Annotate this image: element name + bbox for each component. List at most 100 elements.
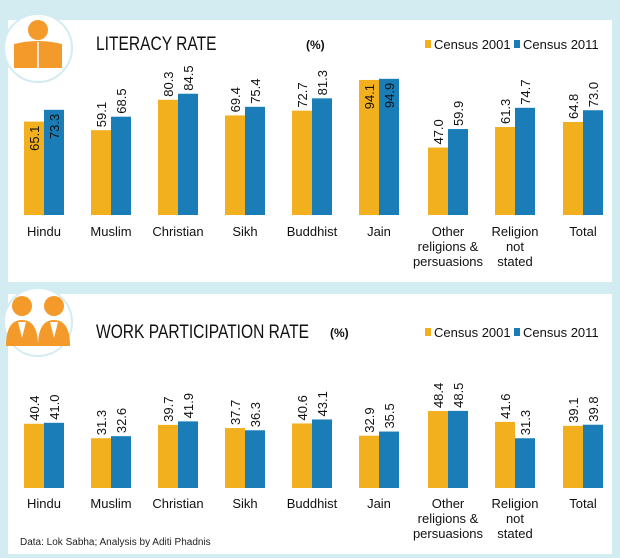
legend-swatch-2011 <box>514 328 520 336</box>
collar-shape <box>50 322 58 338</box>
data-label: 73.3 <box>47 114 62 139</box>
category-label: Sikh <box>232 224 257 239</box>
legend-label-2011: Census 2011 <box>523 37 599 52</box>
bar-2001 <box>91 130 111 215</box>
data-label: 64.8 <box>566 94 581 119</box>
bar-2011 <box>379 431 399 488</box>
category-label-line: Jain <box>367 224 391 239</box>
category-label-line: persuasions <box>413 526 484 541</box>
collar-shape <box>18 322 26 338</box>
category-label-line: Sikh <box>232 496 257 511</box>
category-label-line: Christian <box>152 496 203 511</box>
category-label-line: persuasions <box>413 254 484 269</box>
data-label: 43.1 <box>315 391 330 416</box>
legend-swatch-2011 <box>514 40 520 48</box>
data-label: 94.1 <box>362 84 377 109</box>
data-label: 39.1 <box>566 398 581 423</box>
data-label: 32.9 <box>362 407 377 432</box>
data-label: 41.6 <box>498 394 513 419</box>
category-label-line: religions & <box>418 239 479 254</box>
bar-2011 <box>245 106 265 215</box>
unit-label: (%) <box>330 326 349 340</box>
category-label: Other religions & persuasions <box>413 496 484 541</box>
category-label-line: Hindu <box>27 496 61 511</box>
bar-2001 <box>91 438 111 488</box>
data-label: 40.4 <box>27 395 42 420</box>
legend-label-2011: Census 2011 <box>523 325 599 340</box>
bar-2001 <box>292 423 312 488</box>
category-label: Other religions & persuasions <box>413 224 484 269</box>
category-label: Jain <box>367 224 391 239</box>
reading-person-icon <box>3 13 73 83</box>
category-label-line: Buddhist <box>287 496 338 511</box>
legend-label-2001: Census 2001 <box>434 325 511 340</box>
bar-2011 <box>245 430 265 488</box>
legend-swatch-2001 <box>425 328 431 336</box>
category-label-line: Religion <box>492 496 539 511</box>
data-label: 84.5 <box>181 65 196 90</box>
bar-2001 <box>428 147 448 215</box>
bar-2011 <box>583 110 603 215</box>
data-label: 72.7 <box>295 82 310 107</box>
data-label: 59.1 <box>94 102 109 127</box>
category-label-line: Sikh <box>232 224 257 239</box>
bar-2011 <box>379 78 399 215</box>
bar-2001 <box>359 435 379 488</box>
bar-2011 <box>312 98 332 215</box>
unit-label: (%) <box>306 38 325 52</box>
bar-2001 <box>428 411 448 488</box>
data-label: 61.3 <box>498 99 513 124</box>
category-label-line: stated <box>497 254 532 269</box>
category-label: Sikh <box>232 496 257 511</box>
category-label-line: stated <box>497 526 532 541</box>
category-label-line: Hindu <box>27 224 61 239</box>
category-label-line: not <box>506 239 524 254</box>
category-label-line: Religion <box>492 224 539 239</box>
category-label: Religion not stated <box>492 224 539 269</box>
data-label: 41.9 <box>181 393 196 418</box>
data-label: 47.0 <box>431 119 446 144</box>
bar-2001 <box>495 127 515 215</box>
bar-2001 <box>225 428 245 488</box>
category-label-line: religions & <box>418 511 479 526</box>
data-label: 75.4 <box>248 78 263 103</box>
data-label: 39.8 <box>586 396 601 421</box>
bar-2011 <box>111 116 131 215</box>
chart-title: LITERACY RATE <box>96 33 217 55</box>
data-label: 32.6 <box>114 408 129 433</box>
data-label: 59.9 <box>451 101 466 126</box>
data-label: 31.3 <box>94 410 109 435</box>
category-label-line: Buddhist <box>287 224 338 239</box>
work-participation-chart: WORK PARTICIPATION RATE (%) Census 2001 Cen… <box>3 287 612 554</box>
category-label-line: Total <box>569 224 597 239</box>
category-label-line: Muslim <box>90 496 131 511</box>
chart-title: WORK PARTICIPATION RATE <box>96 321 309 343</box>
bar-2001 <box>563 425 583 488</box>
category-label: Muslim <box>90 224 131 239</box>
data-label: 94.9 <box>382 83 397 108</box>
bar-2011 <box>515 107 535 215</box>
legend-label-2001: Census 2001 <box>434 37 511 52</box>
bar-2011 <box>44 422 64 488</box>
bar-2001 <box>24 423 44 488</box>
head-shape <box>44 296 64 316</box>
bar-2011 <box>515 438 535 488</box>
category-label: Hindu <box>27 496 61 511</box>
data-label: 48.5 <box>451 383 466 408</box>
bar-2011 <box>312 419 332 488</box>
category-label: Jain <box>367 496 391 511</box>
bar-2011 <box>178 421 198 488</box>
bar-2011 <box>583 424 603 488</box>
data-label: 65.1 <box>27 126 42 151</box>
category-label-line: not <box>506 511 524 526</box>
category-label-line: Other <box>432 496 465 511</box>
bar-2001 <box>225 115 245 215</box>
bar-2001 <box>495 421 515 488</box>
category-label: Christian <box>152 224 203 239</box>
head-shape <box>12 296 32 316</box>
data-label: 41.0 <box>47 394 62 419</box>
data-label: 37.7 <box>228 400 243 425</box>
data-label: 69.4 <box>228 87 243 112</box>
data-label: 74.7 <box>518 79 533 104</box>
